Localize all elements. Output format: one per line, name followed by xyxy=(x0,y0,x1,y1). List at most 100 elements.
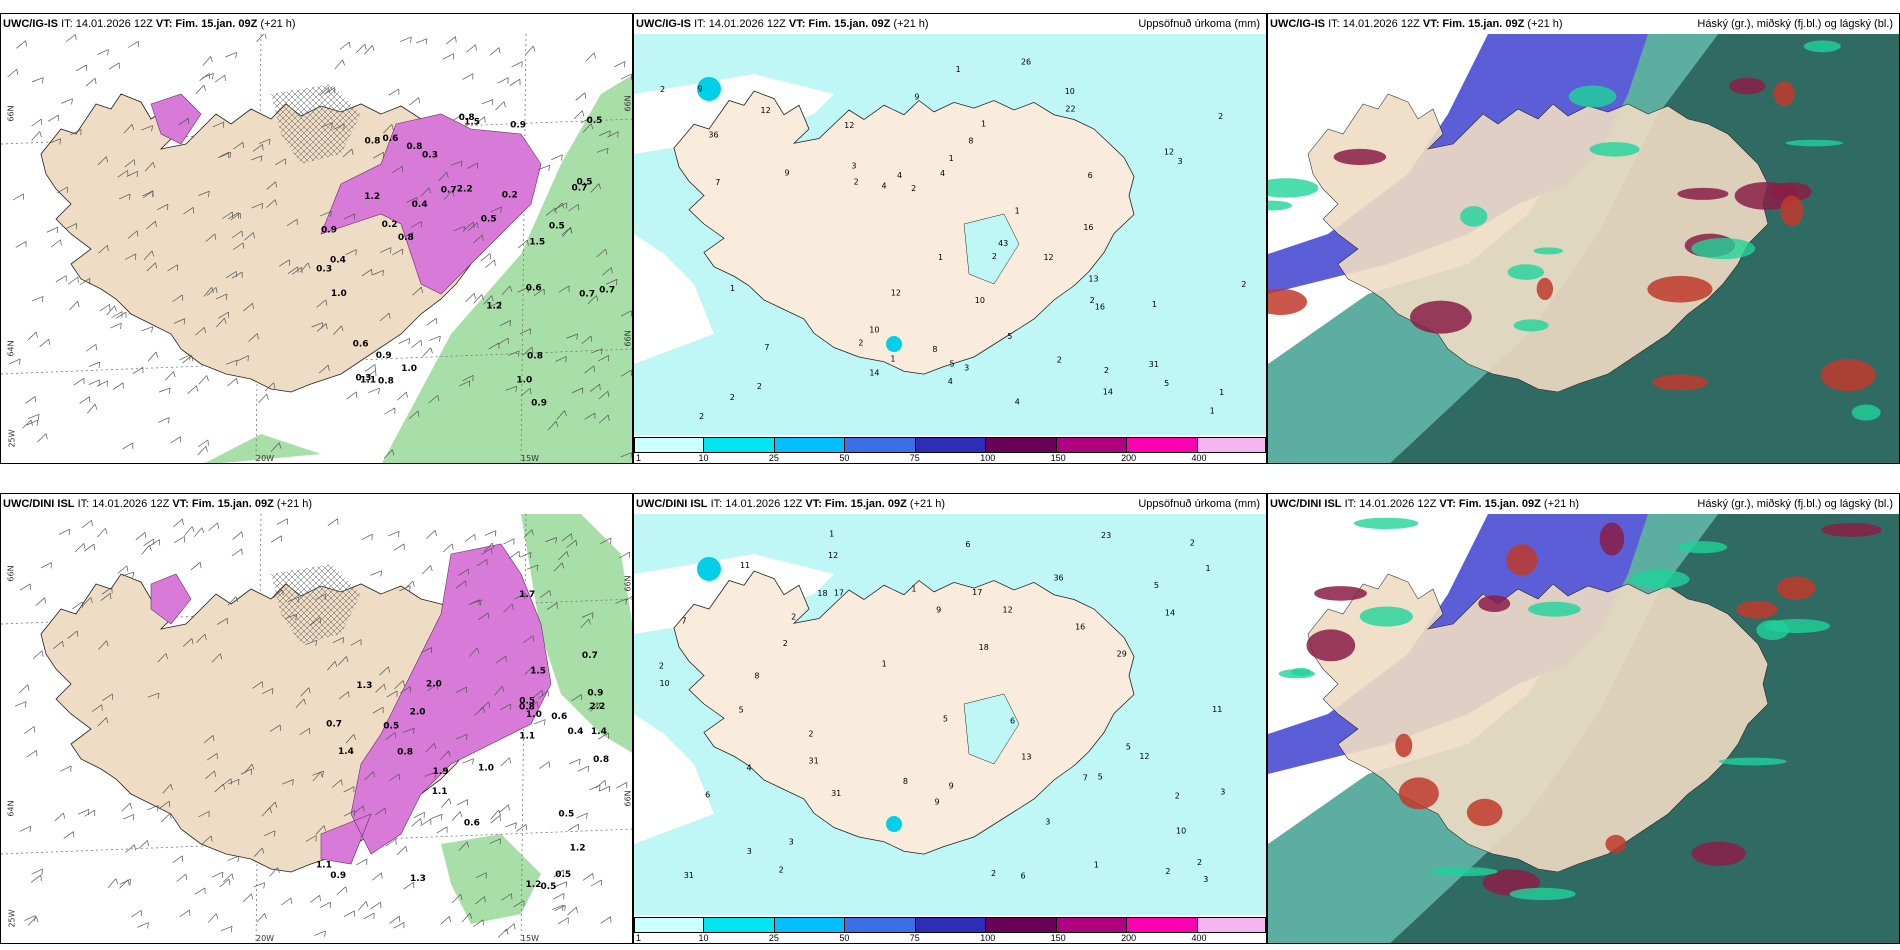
snow-amount-label: 0.9 xyxy=(531,398,547,408)
precip-amount-label: 2 xyxy=(808,729,813,738)
snow-amount-label: 0.5 xyxy=(540,882,556,892)
wind-barb xyxy=(198,811,210,818)
wind-barb xyxy=(451,811,463,821)
map-panel-precip-dini[interactable]: UWC/DINI ISL IT: 14.01.2026 12Z VT: Fim.… xyxy=(633,493,1267,944)
wind-barb xyxy=(108,62,120,70)
wind-barb xyxy=(503,603,514,613)
snow-amount-label: 0.4 xyxy=(330,255,346,265)
wind-barb xyxy=(473,294,484,304)
wind-barb xyxy=(146,220,157,230)
snow-amount-label: 1.5 xyxy=(530,666,546,676)
wind-barb xyxy=(162,784,173,794)
wind-barb xyxy=(279,259,290,267)
wind-barb xyxy=(54,812,66,822)
wind-barb xyxy=(440,916,451,925)
precip-amount-label: 5 xyxy=(1007,332,1012,341)
wind-barb xyxy=(393,543,405,551)
precip-amount-label: 8 xyxy=(932,345,937,354)
wind-barb xyxy=(197,439,209,448)
wind-barb xyxy=(121,802,132,812)
wind-barb xyxy=(365,370,377,378)
wind-barb xyxy=(310,895,321,903)
wind-barb xyxy=(370,570,383,577)
wind-barb xyxy=(208,522,219,531)
wind-barb xyxy=(126,170,138,178)
wind-barb xyxy=(203,735,215,744)
wind-barb xyxy=(37,433,48,443)
low-cloud-area xyxy=(1268,200,1292,211)
wind-barb xyxy=(420,647,433,654)
snow-amount-label: 0.8 xyxy=(397,747,413,757)
snow-amount-label: 2.2 xyxy=(457,184,473,194)
colorbar-tick-label: 200 xyxy=(1121,453,1137,463)
wind-barb xyxy=(525,45,536,56)
precip-amount-label: 1 xyxy=(1206,564,1211,573)
wind-barb xyxy=(222,211,234,219)
wind-barb xyxy=(345,249,357,256)
wind-barb xyxy=(545,537,558,544)
wind-barb xyxy=(429,335,441,342)
colorbar-swatch xyxy=(1127,437,1198,453)
wind-barb xyxy=(218,311,230,319)
wind-barb xyxy=(300,687,311,697)
wind-barb xyxy=(91,704,103,712)
panel-title: UWC/DINI ISL IT: 14.01.2026 12Z VT: Fim.… xyxy=(634,494,1266,514)
map-panel-clouds-dini[interactable]: UWC/DINI ISL IT: 14.01.2026 12Z VT: Fim.… xyxy=(1267,493,1900,944)
wind-barb xyxy=(82,597,93,607)
wind-barb xyxy=(327,518,339,526)
wind-barb xyxy=(242,893,254,903)
snow-amount-label: 0.4 xyxy=(567,727,583,737)
wind-barb xyxy=(445,36,457,45)
wind-barb xyxy=(264,382,276,392)
map-panel-clouds-igis[interactable]: UWC/IG-IS IT: 14.01.2026 12Z VT: Fim. 15… xyxy=(1267,13,1900,464)
high-cloud-area xyxy=(1599,522,1625,556)
wind-barb xyxy=(233,141,244,150)
wind-barb xyxy=(60,765,72,772)
wind-barb xyxy=(513,900,525,908)
wind-barb xyxy=(318,364,330,374)
map-panel-precip-igis[interactable]: UWC/IG-IS IT: 14.01.2026 12Z VT: Fim. 15… xyxy=(633,13,1267,464)
snow-amount-label: 0.6 xyxy=(382,134,398,144)
wind-barb xyxy=(315,825,327,835)
wind-barb xyxy=(373,151,385,159)
wind-barb xyxy=(31,118,43,127)
snow-amount-label: 1.2 xyxy=(570,844,586,854)
wind-barb xyxy=(143,538,155,546)
snow-amount-label: 0.2 xyxy=(502,191,518,201)
wind-barb xyxy=(590,702,601,712)
wind-barb xyxy=(364,771,375,781)
colorbar-swatch xyxy=(704,917,775,933)
wind-barb xyxy=(243,302,254,312)
wind-barb xyxy=(458,568,470,576)
low-cloud-area xyxy=(1429,866,1498,877)
wind-barb xyxy=(527,701,539,710)
wind-barb xyxy=(485,259,496,268)
colorbar-tick-label: 100 xyxy=(980,933,996,943)
precip-amount-label: 2 xyxy=(783,639,788,648)
wind-barb xyxy=(519,552,532,559)
wind-barb xyxy=(389,915,401,924)
map-panel-wind-snow-igis[interactable]: UWC/IG-IS IT: 14.01.2026 12Z VT: Fim. 15… xyxy=(0,13,633,464)
wind-barb xyxy=(97,717,109,727)
wind-barb xyxy=(520,387,532,397)
wind-barb xyxy=(386,690,398,698)
wind-barb xyxy=(411,339,423,349)
wind-barb xyxy=(46,226,59,234)
high-cloud-area xyxy=(1677,187,1729,200)
snow-amount-label: 2.0 xyxy=(410,707,426,717)
wind-barb xyxy=(568,823,579,831)
wind-barb xyxy=(620,73,632,80)
precip-amount-label: 14 xyxy=(1103,387,1113,396)
wind-barb xyxy=(547,421,559,431)
wind-barb xyxy=(411,818,423,827)
lon-label-15w: 15W xyxy=(521,934,540,943)
wind-barb xyxy=(31,77,44,84)
colorbar-tick-label: 400 xyxy=(1191,933,1207,943)
snow-amount-label: 0.9 xyxy=(376,351,392,361)
map-panel-wind-snow-dini[interactable]: UWC/DINI ISL IT: 14.01.2026 12Z VT: Fim.… xyxy=(0,493,633,944)
wind-barb xyxy=(84,543,95,552)
snow-amount-label: 1.1 xyxy=(432,787,448,797)
wind-barb xyxy=(324,87,336,95)
wind-barb xyxy=(199,73,211,81)
colorbar-swatch xyxy=(1197,917,1266,933)
